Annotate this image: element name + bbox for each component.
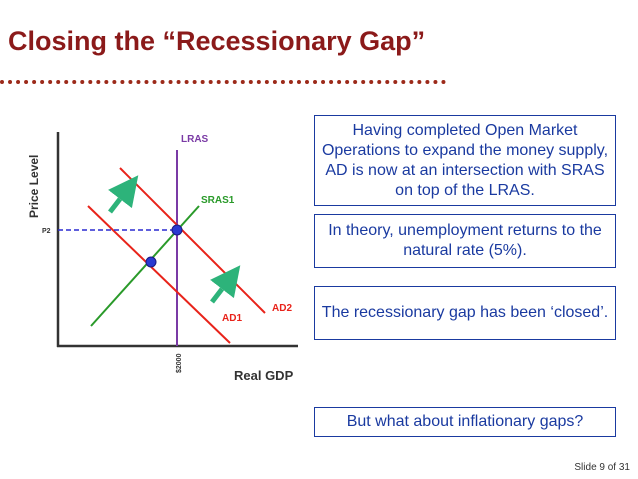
note-text: The recessionary gap has been ‘closed’. <box>321 304 609 321</box>
shift-up-arrow-icon <box>108 175 139 214</box>
ad1-curve <box>87 205 231 344</box>
ad2-curve <box>119 167 266 314</box>
note-text: But what about inflationary gaps? <box>346 413 584 430</box>
y-axis-label: Price Level <box>27 155 41 218</box>
equilibrium-point-new <box>171 224 183 236</box>
note-box-ad-intersection: Having completed Open Market Operations … <box>314 115 616 206</box>
note-text: Having completed Open Market Operations … <box>321 121 609 199</box>
ad2-label: AD2 <box>272 303 292 314</box>
x-axis-label: Real GDP <box>234 368 294 383</box>
title-divider <box>0 80 446 84</box>
note-box-inflationary-question: But what about inflationary gaps? <box>314 407 616 437</box>
sras1-label: SRAS1 <box>201 195 235 206</box>
note-box-gap-closed: The recessionary gap has been ‘closed’. <box>314 286 616 340</box>
gdp-tick-label: $2000 <box>176 353 183 373</box>
slide-number: Slide 9 of 31 <box>574 462 630 473</box>
lras-label: LRAS <box>181 134 209 145</box>
sras1-curve <box>90 205 200 327</box>
price-tick-label: P2 <box>42 228 51 235</box>
equilibrium-point-old <box>145 256 157 268</box>
ad1-label: AD1 <box>222 313 242 324</box>
shift-right-arrow-icon <box>210 265 241 304</box>
slide-title: Closing the “Recessionary Gap” <box>8 26 426 56</box>
note-text: In theory, unemployment returns to the n… <box>328 222 602 259</box>
note-box-unemployment: In theory, unemployment returns to the n… <box>314 214 616 268</box>
